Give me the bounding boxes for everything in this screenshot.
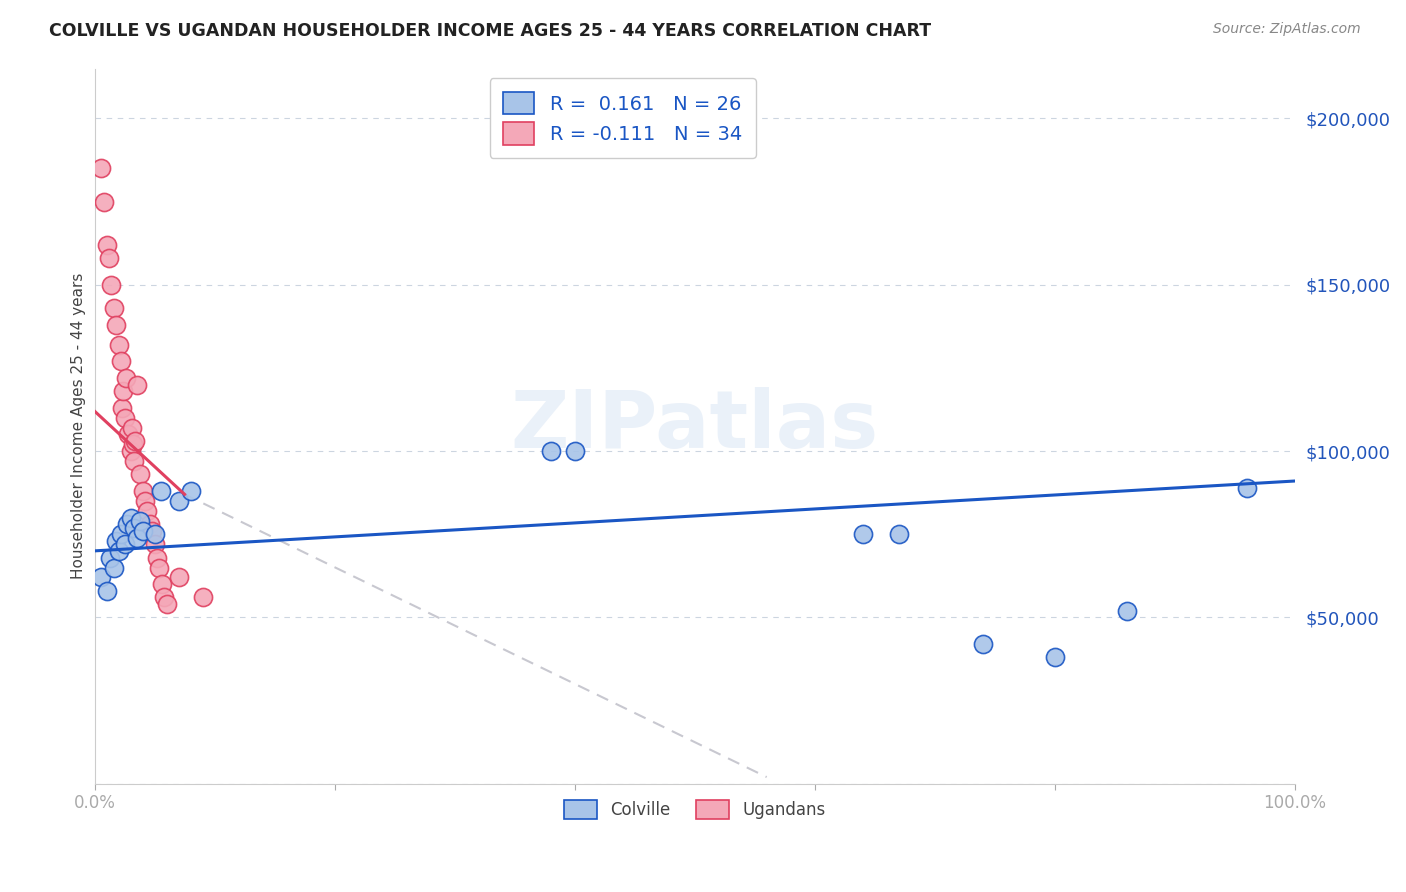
Point: [120, 444, 142, 458]
Point: [107, 544, 129, 558]
Point: [122, 454, 145, 468]
Text: COLVILLE VS UGANDAN HOUSEHOLDER INCOME AGES 25 - 44 YEARS CORRELATION CHART: COLVILLE VS UGANDAN HOUSEHOLDER INCOME A…: [49, 22, 931, 40]
Point: [105, 533, 128, 548]
Point: [153, 591, 176, 605]
Legend: Colville, Ugandans: Colville, Ugandans: [557, 793, 832, 825]
Point: [1043, 650, 1066, 665]
Point: [96, 583, 118, 598]
Point: [114, 537, 136, 551]
Point: [141, 524, 163, 538]
Point: [148, 560, 170, 574]
Point: [1115, 604, 1137, 618]
Point: [972, 637, 994, 651]
Point: [149, 483, 172, 498]
Point: [540, 444, 562, 458]
Point: [111, 401, 134, 415]
Point: [167, 494, 190, 508]
Point: [139, 517, 162, 532]
Point: [155, 597, 177, 611]
Point: [125, 377, 148, 392]
Point: [1236, 481, 1258, 495]
Point: [131, 524, 153, 538]
Point: [129, 514, 152, 528]
Point: [125, 531, 148, 545]
Point: [122, 520, 145, 534]
Point: [852, 527, 875, 541]
Point: [110, 354, 132, 368]
Point: [150, 577, 173, 591]
Text: ZIPatlas: ZIPatlas: [510, 387, 879, 465]
Point: [146, 550, 169, 565]
Point: [93, 194, 115, 209]
Point: [98, 550, 121, 565]
Point: [114, 410, 136, 425]
Point: [124, 434, 146, 449]
Point: [131, 483, 153, 498]
Point: [100, 277, 122, 292]
Point: [107, 337, 129, 351]
Point: [564, 444, 586, 458]
Point: [143, 527, 166, 541]
Point: [117, 427, 139, 442]
Point: [120, 510, 142, 524]
Point: [110, 527, 132, 541]
Point: [90, 161, 112, 176]
Point: [103, 560, 125, 574]
Point: [143, 537, 166, 551]
Point: [90, 570, 112, 584]
Point: [121, 421, 143, 435]
Point: [105, 318, 128, 332]
Point: [115, 517, 138, 532]
Point: [98, 251, 121, 265]
Point: [129, 467, 152, 482]
Point: [122, 437, 145, 451]
Point: [136, 504, 159, 518]
Point: [191, 591, 214, 605]
Point: [134, 494, 156, 508]
Y-axis label: Householder Income Ages 25 - 44 years: Householder Income Ages 25 - 44 years: [72, 273, 86, 579]
Point: [114, 371, 136, 385]
Point: [167, 570, 190, 584]
Point: [112, 384, 135, 399]
Point: [96, 237, 118, 252]
Point: [887, 527, 910, 541]
Text: Source: ZipAtlas.com: Source: ZipAtlas.com: [1213, 22, 1361, 37]
Point: [180, 483, 202, 498]
Point: [103, 301, 125, 315]
